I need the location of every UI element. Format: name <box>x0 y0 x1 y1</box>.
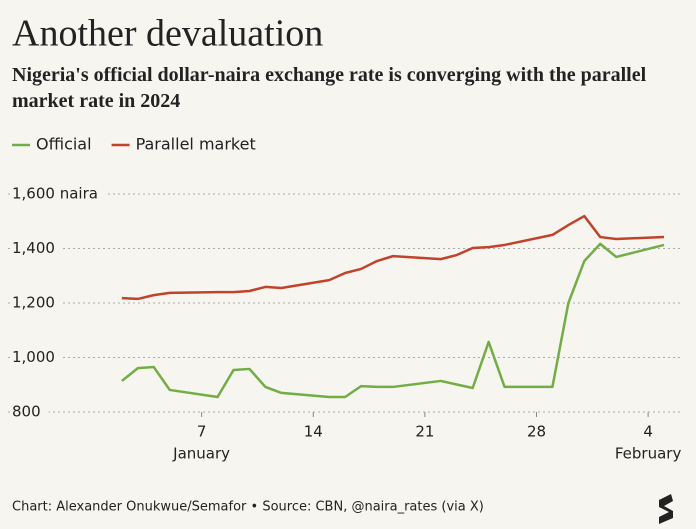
chart-subtitle: Nigeria's official dollar-naira exchange… <box>12 64 647 112</box>
x-group-label: February <box>615 445 682 463</box>
y-tick-label: 1,400 <box>12 239 55 257</box>
logo-mark <box>659 494 673 524</box>
subtitle-box: Nigeria's official dollar-naira exchange… <box>12 64 647 112</box>
logo <box>659 494 673 524</box>
label-backdrop <box>10 184 106 203</box>
label-backdrop <box>10 348 63 366</box>
label-backdrop <box>10 239 63 257</box>
y-tick-label: 800 <box>12 403 41 421</box>
x-tick-label: 4 <box>643 423 653 441</box>
x-group-label: January <box>172 445 230 463</box>
legend-label: Parallel market <box>136 135 256 154</box>
label-backdrop <box>10 293 63 312</box>
x-tick-label: 28 <box>527 423 546 441</box>
series-line <box>121 214 665 301</box>
series-line <box>121 242 665 399</box>
y-tick-label: 1,600 naira <box>12 185 98 203</box>
x-tick-label: 14 <box>304 423 323 441</box>
label-backdrop <box>10 402 49 421</box>
x-tick-label: 7 <box>197 423 207 441</box>
y-tick-label: 1,200 <box>12 294 55 312</box>
source-note: Chart: Alexander Onukwue/Semafor • Sourc… <box>12 500 484 515</box>
y-tick-label: 1,000 <box>12 348 55 366</box>
legend-label: Official <box>36 135 92 154</box>
chart-title: Another devaluation <box>12 13 323 55</box>
x-tick-label: 21 <box>415 423 434 441</box>
